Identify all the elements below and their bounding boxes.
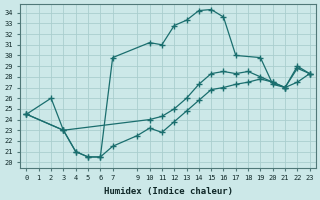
X-axis label: Humidex (Indice chaleur): Humidex (Indice chaleur) — [104, 187, 233, 196]
